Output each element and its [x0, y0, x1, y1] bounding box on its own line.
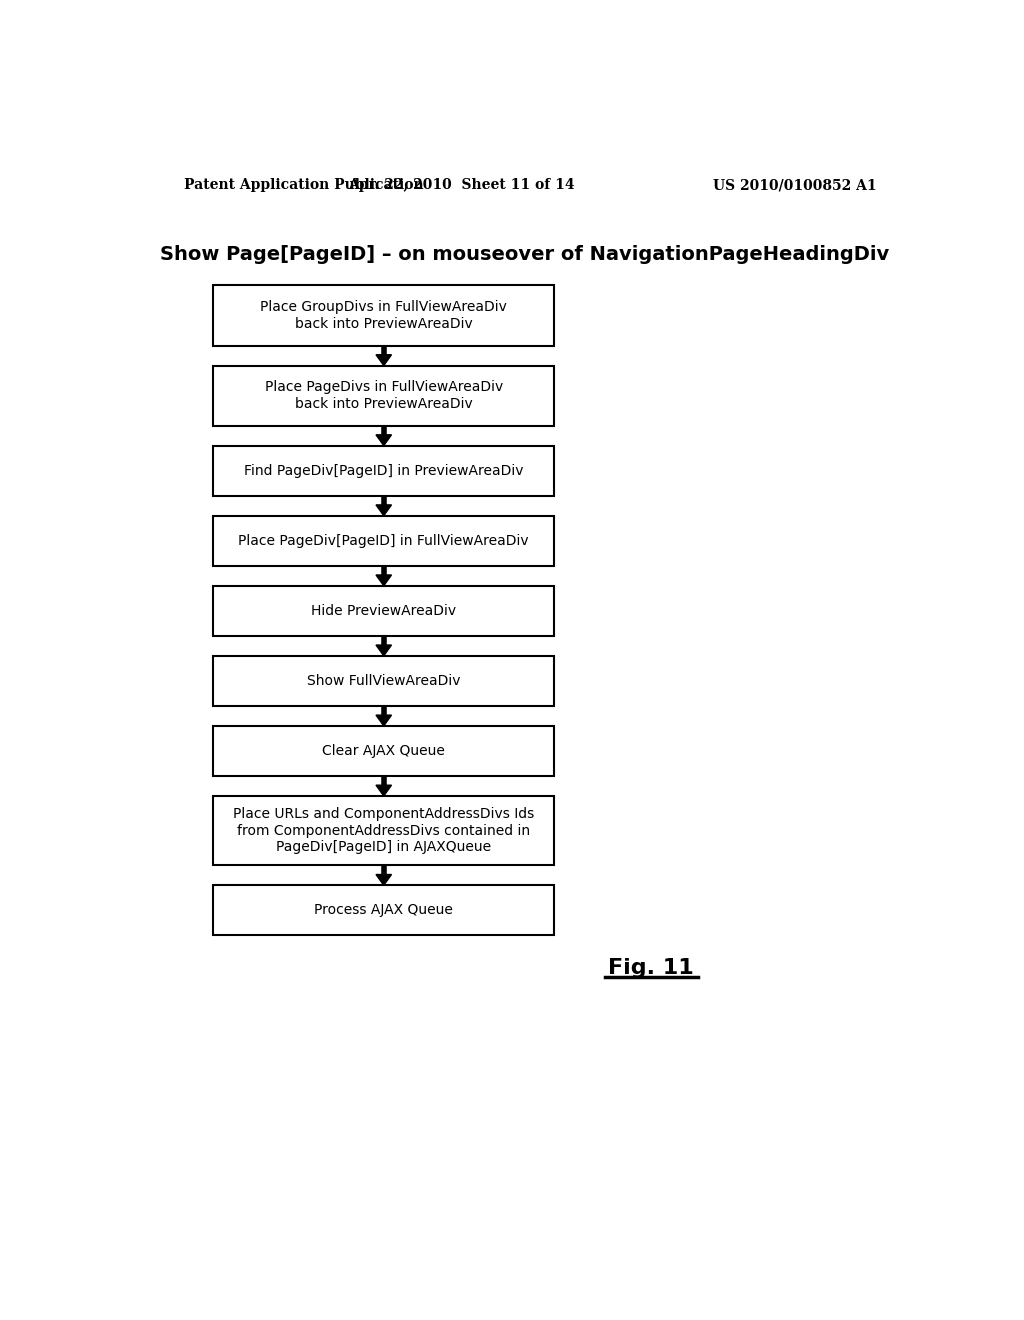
Text: Process AJAX Queue: Process AJAX Queue: [314, 903, 454, 917]
Bar: [213, 656, 554, 706]
Text: US 2010/0100852 A1: US 2010/0100852 A1: [713, 178, 877, 193]
Text: Place PageDivs in FullViewAreaDiv
back into PreviewAreaDiv: Place PageDivs in FullViewAreaDiv back i…: [264, 380, 503, 411]
Bar: [213, 446, 554, 496]
Bar: [213, 285, 554, 346]
Bar: [213, 886, 554, 936]
Polygon shape: [376, 506, 391, 516]
Bar: [213, 366, 554, 425]
Bar: [213, 586, 554, 636]
Text: Patent Application Publication: Patent Application Publication: [183, 178, 424, 193]
Text: Apr. 22, 2010  Sheet 11 of 14: Apr. 22, 2010 Sheet 11 of 14: [348, 178, 574, 193]
Polygon shape: [376, 715, 391, 726]
Polygon shape: [376, 576, 391, 586]
Polygon shape: [376, 645, 391, 656]
Polygon shape: [376, 875, 391, 886]
Text: Clear AJAX Queue: Clear AJAX Queue: [323, 744, 445, 758]
Text: Place PageDiv[PageID] in FullViewAreaDiv: Place PageDiv[PageID] in FullViewAreaDiv: [239, 533, 529, 548]
Text: Place URLs and ComponentAddressDivs Ids
from ComponentAddressDivs contained in
P: Place URLs and ComponentAddressDivs Ids …: [233, 808, 535, 854]
Bar: [213, 796, 554, 866]
Polygon shape: [376, 434, 391, 446]
Text: Hide PreviewAreaDiv: Hide PreviewAreaDiv: [311, 603, 457, 618]
Text: Fig. 11: Fig. 11: [608, 958, 694, 978]
Polygon shape: [376, 785, 391, 796]
Bar: [213, 726, 554, 776]
Text: Find PageDiv[PageID] in PreviewAreaDiv: Find PageDiv[PageID] in PreviewAreaDiv: [244, 463, 523, 478]
Text: Place GroupDivs in FullViewAreaDiv
back into PreviewAreaDiv: Place GroupDivs in FullViewAreaDiv back …: [260, 301, 507, 330]
Bar: [213, 516, 554, 566]
Polygon shape: [376, 355, 391, 366]
Text: Show Page[PageID] – on mouseover of NavigationPageHeadingDiv: Show Page[PageID] – on mouseover of Navi…: [160, 246, 890, 264]
Text: Show FullViewAreaDiv: Show FullViewAreaDiv: [307, 673, 461, 688]
